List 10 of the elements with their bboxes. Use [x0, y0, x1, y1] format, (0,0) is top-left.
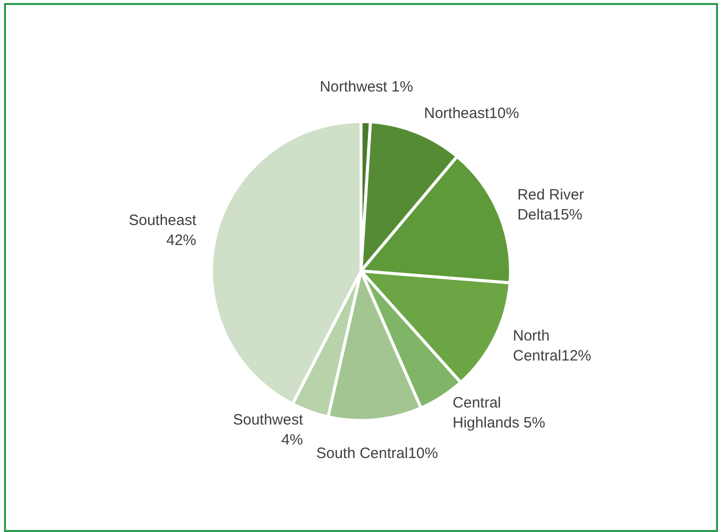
data-label: 42% — [166, 232, 196, 250]
slice-label: South Central10% — [316, 444, 438, 462]
slice-label: Northwest 1% — [320, 78, 414, 96]
data-label: 4% — [281, 431, 304, 448]
slice-label: Central Highlands 5% — [452, 394, 546, 432]
slice-label: Northeast10% — [424, 104, 520, 122]
slice-label: Southwest — [232, 411, 304, 428]
slice-label: Red River Delta15% — [517, 186, 584, 224]
slice-label: Southeast — [128, 212, 198, 230]
slice-label: North Central12% — [512, 327, 592, 364]
